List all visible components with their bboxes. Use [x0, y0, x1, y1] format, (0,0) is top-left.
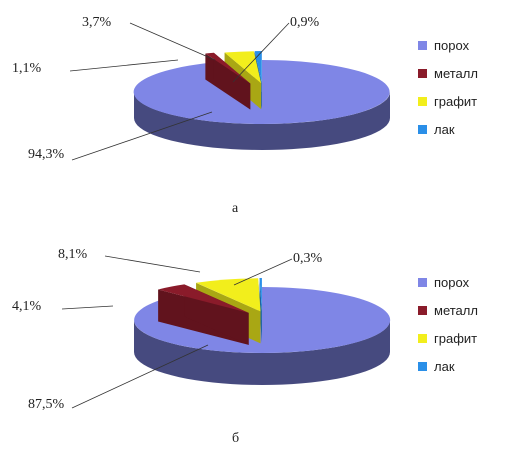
slice-cut-metall: [213, 52, 251, 110]
leader-line-metall: [61, 305, 114, 310]
slice-metall: [158, 284, 249, 345]
leader-line-lak: [233, 258, 293, 286]
legend-label-poroh: порох: [434, 38, 470, 53]
legend-swatch-grafit: [418, 334, 427, 343]
legend-label-poroh: порох: [434, 275, 470, 290]
slice-top-grafit: [224, 51, 262, 84]
legend-swatch-poroh: [418, 41, 427, 50]
legend-swatch-lak: [418, 125, 427, 134]
data-label-grafit: 8,1%: [58, 247, 88, 262]
leader-line-poroh: [71, 111, 213, 161]
data-label-poroh: 94,3%: [28, 147, 65, 162]
data-label-poroh: 87,5%: [28, 397, 65, 412]
pie-chart-a: 94,3% 1,1% 3,7% 0,9% а порох металл графит лак: [12, 15, 478, 216]
leader-line-lak: [232, 22, 290, 83]
slice-top-lak: [259, 277, 262, 312]
pie-chart-b: 87,5% 4,1% 8,1% 0,3% б порох металл графит лак: [12, 247, 478, 446]
legend-swatch-metall: [418, 306, 427, 315]
leader-line-metall: [69, 59, 179, 72]
slice-poroh: [134, 286, 391, 385]
slice-top-poroh: [134, 286, 391, 353]
chart-caption: б: [232, 431, 239, 446]
chart-caption: а: [232, 201, 239, 216]
legend-label-lak: лак: [434, 359, 455, 374]
data-label-lak: 0,3%: [293, 251, 323, 266]
legend-label-lak: лак: [434, 122, 455, 137]
leader-line-grafit: [104, 255, 201, 273]
data-label-lak: 0,9%: [290, 15, 320, 30]
data-label-metall: 1,1%: [12, 61, 42, 76]
legend-swatch-lak: [418, 362, 427, 371]
legend-label-grafit: графит: [434, 331, 477, 346]
legend-label-grafit: графит: [434, 94, 477, 109]
legend-swatch-poroh: [418, 278, 427, 287]
data-label-grafit: 3,7%: [82, 15, 112, 30]
legend-label-metall: металл: [434, 303, 478, 318]
slice-side-poroh: [134, 92, 390, 150]
legend: порох металл графит лак: [418, 275, 478, 374]
data-label-metall: 4,1%: [12, 299, 42, 314]
legend: порох металл графит лак: [418, 38, 478, 137]
slice-top-grafit: [196, 278, 261, 312]
slice-lak: [259, 277, 262, 344]
slice-top-metall: [158, 284, 249, 313]
legend-swatch-grafit: [418, 97, 427, 106]
legend-swatch-metall: [418, 69, 427, 78]
slice-side-poroh: [134, 320, 390, 385]
slice-cut-lak: [259, 278, 262, 344]
legend-label-metall: металл: [434, 66, 478, 81]
slice-top-lak: [254, 51, 262, 84]
leader-line-grafit: [129, 22, 216, 61]
leader-line-poroh: [71, 344, 209, 409]
